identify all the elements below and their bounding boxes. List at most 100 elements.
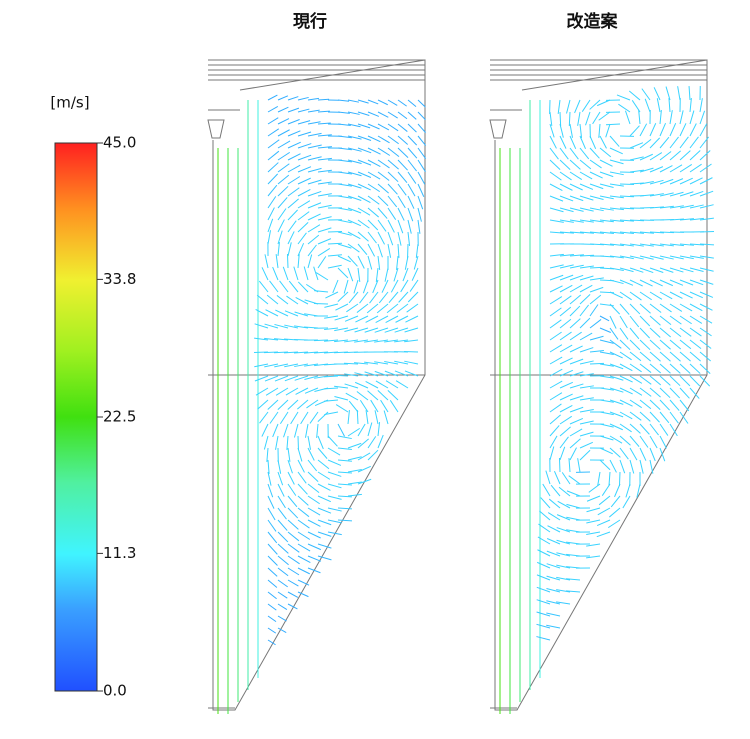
vector — [559, 404, 573, 413]
vector — [406, 303, 419, 313]
vector — [553, 470, 561, 485]
vector — [669, 375, 681, 387]
vector — [619, 195, 635, 198]
vector — [337, 111, 350, 114]
vector — [367, 219, 379, 231]
vector — [317, 134, 332, 137]
vector — [549, 274, 564, 281]
vector — [337, 435, 352, 440]
vector — [679, 243, 694, 246]
vector — [267, 471, 272, 486]
vector — [605, 123, 621, 126]
vector — [699, 217, 714, 221]
vector — [699, 267, 714, 272]
vector — [586, 531, 601, 535]
vector — [297, 200, 311, 209]
vector — [267, 507, 276, 521]
vector — [628, 90, 641, 101]
vector — [287, 459, 293, 474]
vector — [639, 231, 654, 234]
vector — [325, 291, 339, 299]
vector — [556, 601, 571, 605]
vector — [367, 171, 381, 180]
vector — [374, 410, 379, 425]
vector — [377, 255, 381, 270]
vector — [387, 389, 399, 401]
vector — [558, 486, 571, 497]
vector — [568, 458, 571, 473]
vector — [679, 387, 690, 399]
vector — [374, 327, 389, 333]
vector — [689, 291, 703, 299]
vector — [364, 371, 379, 377]
vector — [277, 174, 290, 185]
tick-label: 45.0 — [103, 134, 136, 152]
vector — [254, 323, 269, 329]
vector — [417, 159, 426, 173]
vector — [559, 393, 573, 401]
vector — [385, 380, 399, 389]
vector — [549, 285, 563, 293]
vector — [559, 357, 573, 365]
vector — [629, 399, 642, 409]
vector — [559, 381, 574, 389]
vector — [638, 110, 641, 125]
vector — [679, 303, 693, 312]
vector — [536, 586, 551, 593]
vector — [254, 375, 269, 382]
vector — [559, 436, 569, 449]
vector — [649, 267, 664, 273]
vector — [639, 327, 651, 339]
vector — [559, 415, 573, 425]
vector — [307, 121, 321, 125]
vector — [653, 87, 661, 101]
vector — [608, 471, 611, 486]
vector — [384, 267, 389, 282]
vector — [699, 327, 712, 337]
vector — [677, 86, 681, 101]
vector — [279, 411, 289, 425]
vector — [384, 370, 399, 377]
vector — [699, 190, 714, 197]
vector — [337, 291, 349, 302]
vector — [679, 163, 693, 173]
vector — [313, 266, 319, 281]
vector — [297, 555, 311, 564]
vector — [569, 447, 577, 461]
vector — [327, 242, 343, 245]
vector — [589, 319, 602, 329]
vector — [559, 231, 574, 234]
vector — [609, 159, 624, 165]
vector — [367, 183, 381, 193]
vector — [659, 279, 674, 287]
vector — [304, 351, 319, 354]
vector — [404, 370, 419, 377]
vector — [287, 507, 299, 519]
vector — [559, 147, 569, 160]
vector — [689, 255, 704, 259]
vector — [549, 264, 564, 269]
panel-title: 改造案 — [567, 11, 619, 32]
vector — [407, 219, 412, 234]
vector — [599, 159, 613, 167]
vector — [354, 339, 369, 343]
vector — [264, 337, 279, 341]
vector — [598, 123, 601, 138]
vector — [347, 255, 358, 267]
vector — [277, 579, 288, 588]
vector — [397, 195, 406, 209]
vector — [699, 375, 711, 387]
vector — [609, 231, 624, 235]
vector — [619, 387, 633, 395]
vector — [556, 576, 571, 581]
vector — [343, 362, 359, 365]
vector — [327, 507, 342, 512]
vector — [579, 147, 590, 160]
vector — [317, 227, 332, 233]
vector — [317, 169, 332, 173]
vector — [599, 231, 614, 234]
vector — [317, 146, 332, 149]
vector — [357, 183, 371, 191]
vector — [599, 255, 614, 258]
vector — [699, 243, 715, 246]
